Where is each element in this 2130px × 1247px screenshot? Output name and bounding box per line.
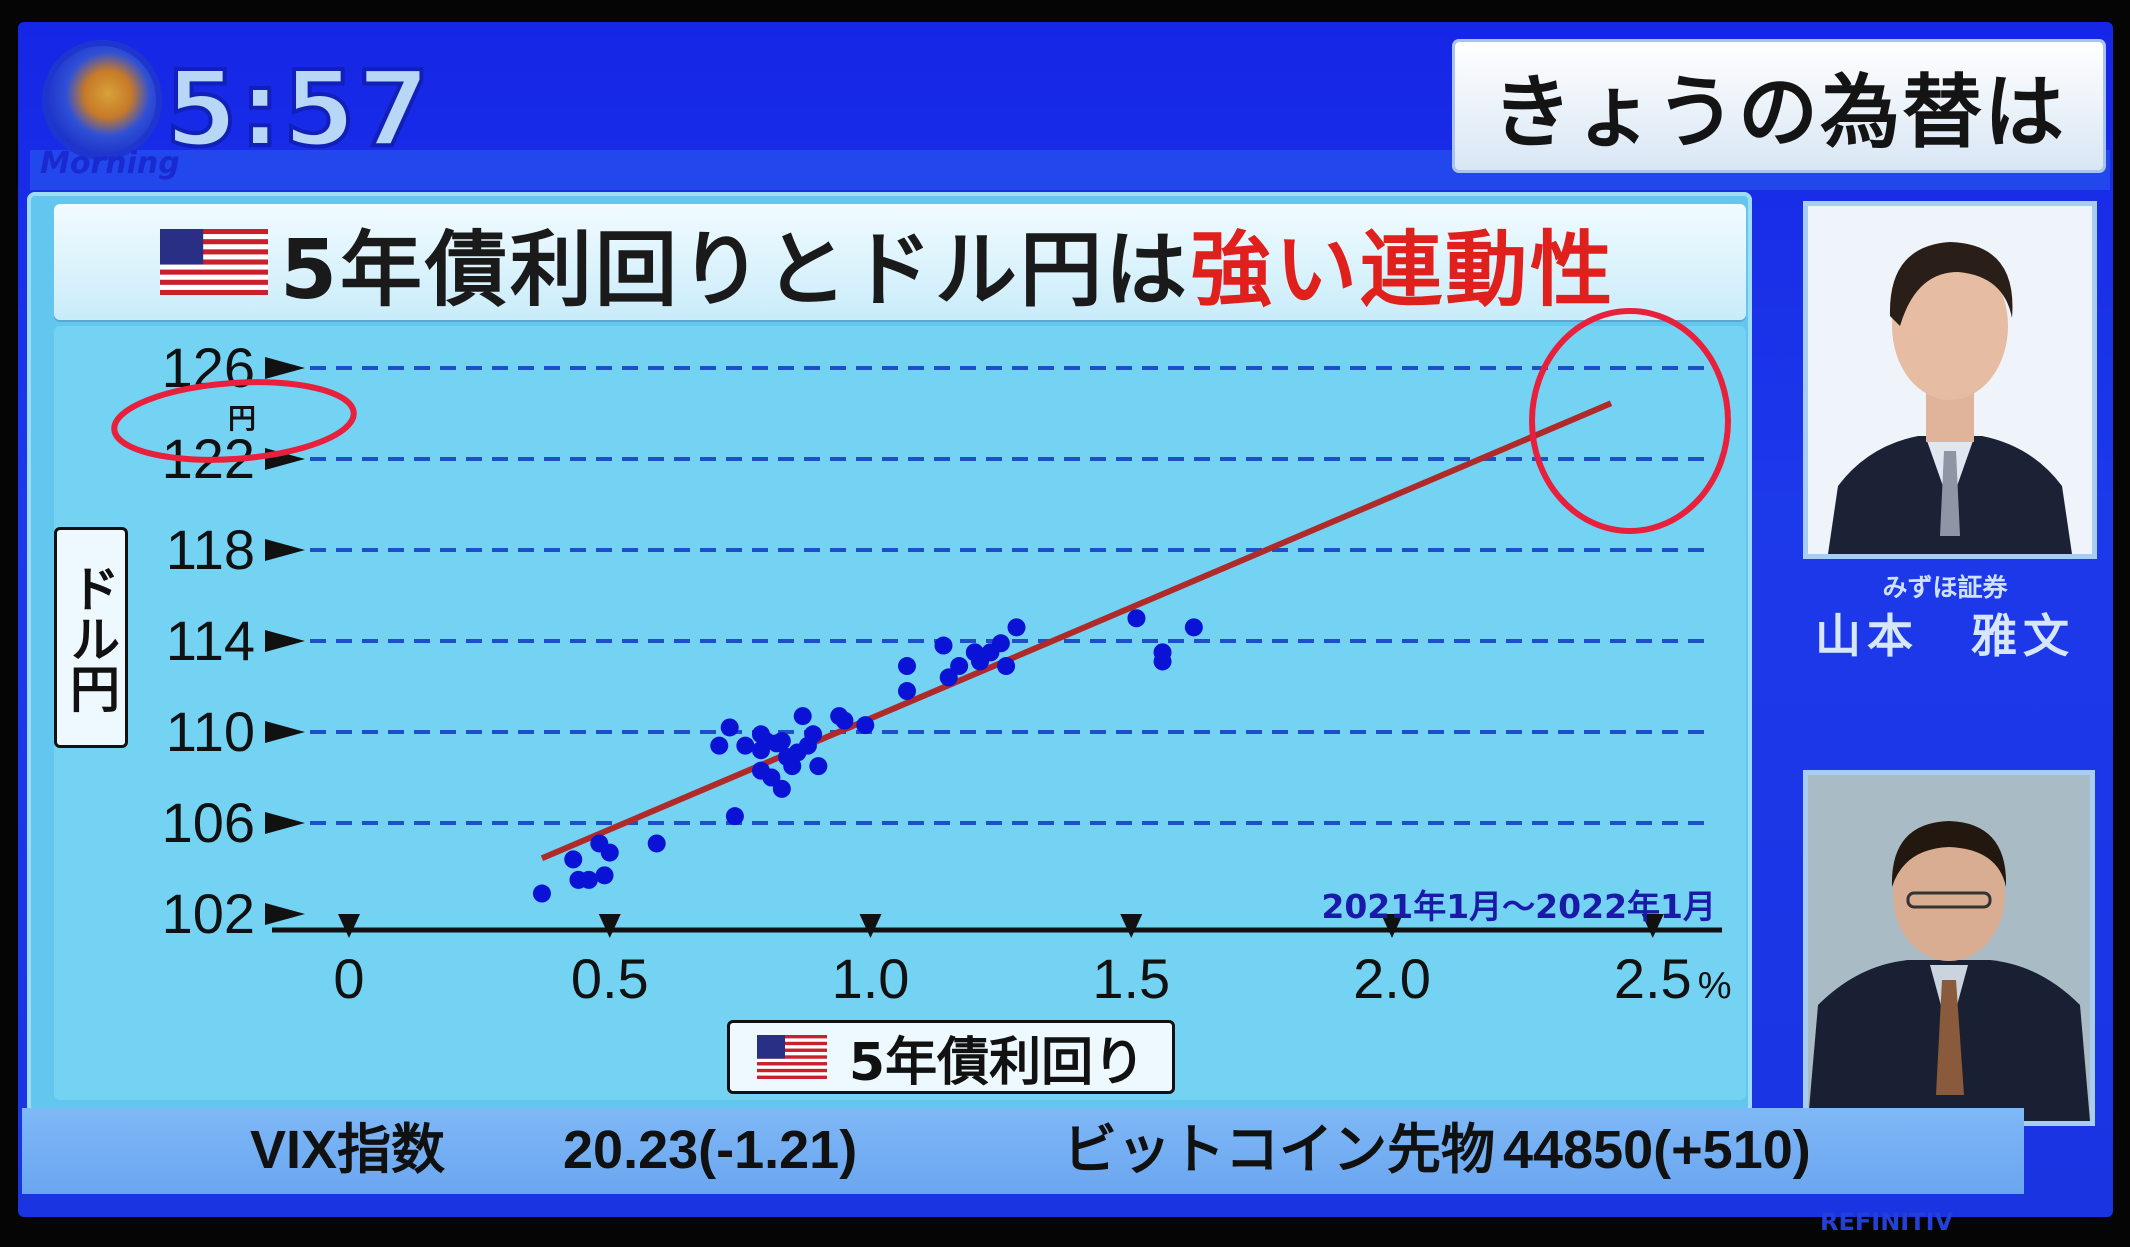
y-axis-label-box: ドル円 — [54, 527, 128, 748]
plot-area — [54, 326, 1746, 1100]
data-point — [600, 843, 619, 862]
y-tick-arrow-icon — [265, 630, 305, 652]
data-credit: REFINITIV — [1820, 1208, 1954, 1236]
data-point — [532, 884, 551, 903]
data-point — [647, 834, 666, 853]
y-tick-label: 106 — [162, 791, 255, 854]
data-point — [1184, 618, 1203, 637]
x-tick-label: 0 — [333, 947, 364, 1010]
x-tick-arrow-icon — [1120, 914, 1143, 938]
us-flag-icon — [756, 1035, 827, 1079]
data-point — [950, 657, 969, 676]
data-point — [783, 757, 802, 776]
period-label: 2021年1月～2022年1月 — [1321, 887, 1716, 926]
data-point — [934, 636, 953, 655]
us-flag-icon — [160, 229, 268, 295]
data-point — [898, 682, 917, 701]
data-point — [809, 757, 828, 776]
data-point — [1007, 618, 1026, 637]
ticker-value-vix: 20.23(-1.21) — [563, 1120, 858, 1180]
data-point — [991, 634, 1010, 653]
data-point — [762, 768, 781, 787]
y-axis-label: ドル円 — [62, 562, 120, 713]
data-point — [736, 736, 755, 755]
y-tick-arrow-icon — [265, 903, 305, 925]
x-unit-label: % — [1698, 965, 1732, 1007]
x-tick-label: 0.5 — [571, 947, 649, 1010]
x-tick-arrow-icon — [1641, 914, 1664, 938]
x-axis-label: 5年債利回り — [848, 1032, 1146, 1093]
data-point — [856, 716, 875, 735]
y-tick-label: 110 — [166, 700, 255, 763]
x-tick-label: 1.0 — [832, 947, 910, 1010]
data-point — [751, 741, 770, 760]
chart-title-main: 5年債利回りとドル円は — [280, 222, 1191, 318]
data-point — [772, 779, 791, 798]
y-tick-arrow-icon — [265, 812, 305, 834]
annotation-circle-y-axis — [111, 379, 357, 463]
headline: きょうの為替は — [1492, 66, 2066, 159]
guest-name: 山本 雅文 — [1815, 609, 2075, 663]
market-ticker-bar — [22, 1108, 2024, 1194]
data-point — [898, 657, 917, 676]
guest-person-image — [1808, 206, 2092, 554]
y-tick-arrow-icon — [265, 721, 305, 743]
data-point — [804, 725, 823, 744]
y-tick-label: 102 — [162, 882, 255, 945]
clock: 5:57 — [163, 46, 432, 172]
x-axis-label-box: 5年債利回り — [727, 1020, 1175, 1094]
trend-line — [540, 400, 1613, 862]
data-point — [710, 736, 729, 755]
data-point — [1153, 652, 1172, 671]
program-logo-text: Morning — [40, 146, 180, 181]
anchor-video-feed — [1803, 770, 2095, 1126]
data-point — [939, 668, 958, 687]
program-logo-icon — [42, 40, 162, 160]
chart-title-bar: 5年債利回りとドル円は強い連動性 — [54, 204, 1746, 320]
headline-box: きょうの為替は — [1455, 42, 2103, 170]
chart-title: 5年債利回りとドル円は強い連動性 — [280, 203, 1615, 322]
x-tick-arrow-icon — [1381, 914, 1403, 938]
data-point — [835, 711, 854, 730]
data-point — [997, 657, 1016, 676]
x-tick-arrow-icon — [598, 914, 621, 938]
y-tick-arrow-icon — [265, 357, 305, 379]
y-tick-label: 118 — [166, 518, 255, 581]
data-point — [1127, 609, 1146, 628]
chart-title-emphasis: 強い連動性 — [1190, 222, 1616, 318]
data-point — [564, 850, 583, 869]
x-tick-label: 2.5 — [1614, 947, 1692, 1010]
y-tick-label: 114 — [166, 609, 255, 672]
data-point — [720, 718, 739, 737]
ticker-label-bitcoin-futures: ビットコイン先物 — [1063, 1120, 1495, 1180]
y-tick-arrow-icon — [265, 539, 305, 561]
ticker-label-vix: VIX指数 — [250, 1120, 446, 1180]
x-tick-arrow-icon — [859, 914, 882, 938]
anchor-person-image — [1808, 775, 2090, 1121]
guest-video-feed — [1803, 201, 2097, 559]
y-unit-label: 円 — [228, 402, 256, 435]
x-tick-label: 2.0 — [1353, 947, 1431, 1010]
data-point — [772, 732, 791, 751]
ticker-value-bitcoin-futures: 44850(+510) — [1503, 1120, 1811, 1180]
x-tick-label: 1.5 — [1092, 947, 1170, 1010]
guest-affiliation: みずほ証券 — [1882, 573, 2008, 602]
annotation-circle-trend-end — [1529, 308, 1731, 534]
data-point — [793, 707, 812, 726]
data-point — [579, 870, 598, 889]
data-point — [725, 807, 744, 826]
data-point — [595, 866, 614, 885]
x-tick-arrow-icon — [338, 914, 360, 938]
